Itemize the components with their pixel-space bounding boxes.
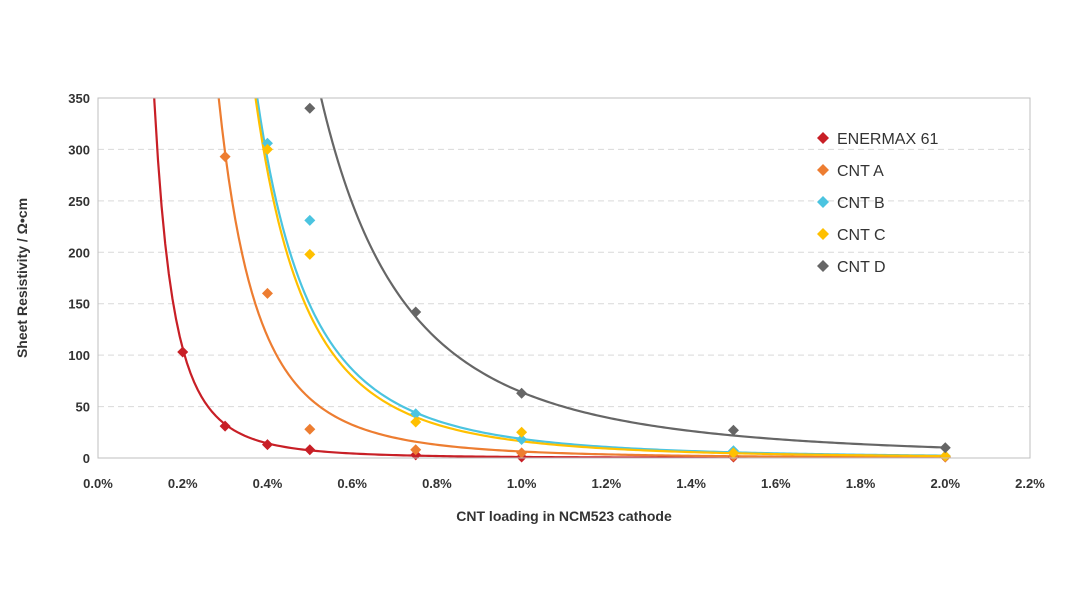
data-point-cnt-c [410, 416, 422, 428]
legend-marker [817, 196, 829, 208]
data-point-cnt-d [727, 424, 739, 436]
x-tick-label: 1.6% [761, 476, 791, 491]
x-tick-label: 2.0% [930, 476, 960, 491]
data-point-cnt-d [410, 306, 422, 318]
y-tick-label: 250 [68, 194, 90, 209]
x-tick-label: 0.6% [337, 476, 367, 491]
x-tick-label: 1.8% [846, 476, 876, 491]
data-point-cnt-d [939, 442, 951, 454]
data-point-cnt-c [261, 143, 273, 155]
legend-marker [817, 260, 829, 272]
legend: ENERMAX 61 CNT A CNT B CNT C CNT D [817, 131, 938, 276]
data-points [177, 102, 951, 463]
data-point-cnt-b [261, 137, 273, 149]
data-point-cnt-a [516, 447, 528, 459]
y-tick-label: 50 [76, 400, 90, 415]
data-point-cnt-c [516, 426, 528, 438]
legend-label: ENERMAX 61 [837, 131, 938, 148]
x-tick-label: 2.2% [1015, 476, 1045, 491]
data-point-cnt-a [304, 423, 316, 435]
legend-marker [817, 164, 829, 176]
trendline-cnt-a [217, 98, 946, 458]
x-tick-label: 1.0% [507, 476, 537, 491]
data-point-cnt-a [219, 151, 231, 163]
data-point-cnt-a [261, 287, 273, 299]
legend-label: CNT C [837, 227, 886, 244]
x-tick-label: 1.2% [592, 476, 622, 491]
data-point-enermax-61 [177, 346, 189, 358]
data-point-cnt-b [516, 433, 528, 445]
y-tick-label: 150 [68, 297, 90, 312]
legend-label: CNT D [837, 259, 886, 276]
y-tick-label: 0 [83, 451, 90, 466]
gridlines [98, 148, 1030, 408]
data-point-cnt-c [304, 248, 316, 260]
axis-ticks: 0 50 100 150 200 250 300 350 0.0% 0.2% 0.4% 0.6% 0.8… [68, 91, 1045, 491]
x-axis-title: CNT loading in NCM523 cathode [456, 508, 672, 524]
data-point-cnt-b [410, 408, 422, 420]
data-point-cnt-c [939, 450, 951, 462]
data-point-cnt-d [516, 387, 528, 399]
data-point-cnt-a [410, 444, 422, 456]
data-point-enermax-61 [219, 420, 231, 432]
x-tick-label: 0.8% [422, 476, 452, 491]
x-tick-label: 1.4% [676, 476, 706, 491]
y-tick-label: 100 [68, 348, 90, 363]
trendline-enermax-61 [153, 98, 946, 458]
x-tick-label: 0.2% [168, 476, 198, 491]
plot-area-border [97, 97, 1031, 459]
x-tick-label: 0.4% [253, 476, 283, 491]
legend-marker [817, 132, 829, 144]
y-tick-label: 200 [68, 245, 90, 260]
y-tick-label: 300 [68, 142, 90, 157]
y-axis-title: Sheet Resistivity / Ω•cm [14, 198, 30, 358]
legend-label: CNT A [837, 163, 884, 180]
legend-marker [817, 228, 829, 240]
data-point-enermax-61 [261, 439, 273, 451]
data-point-enermax-61 [304, 444, 316, 456]
trendline-cnt-c [254, 98, 946, 458]
data-point-cnt-c [727, 447, 739, 459]
y-tick-label: 350 [68, 91, 90, 106]
data-point-cnt-d [304, 102, 316, 114]
trendlines [153, 98, 946, 458]
x-tick-label: 0.0% [83, 476, 113, 491]
legend-label: CNT B [837, 195, 885, 212]
data-point-cnt-b [304, 214, 316, 226]
